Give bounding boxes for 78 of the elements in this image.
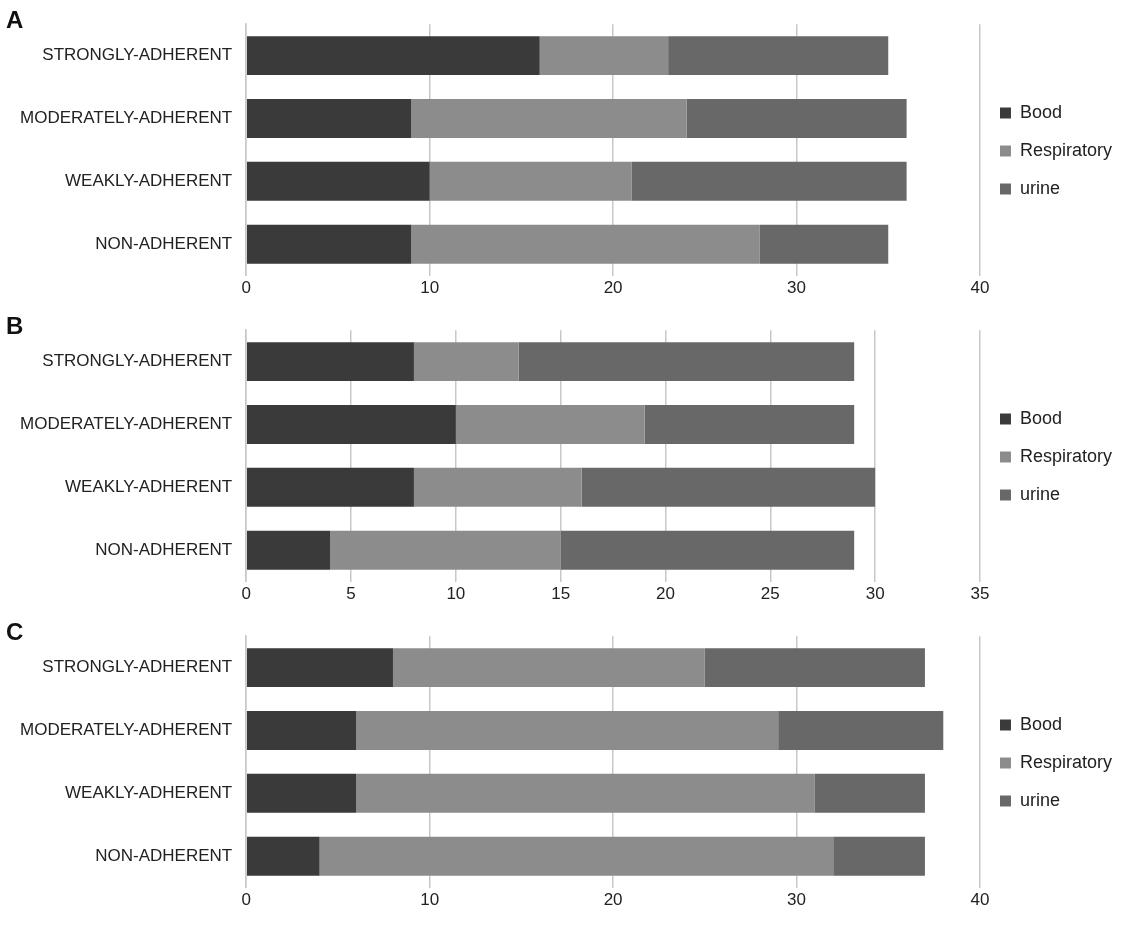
legend-label: urine xyxy=(1019,483,1060,504)
x-tick-label: 30 xyxy=(787,890,806,910)
text: B xyxy=(6,312,24,340)
legend-label: Respiratory xyxy=(1019,751,1112,772)
y-tick-label: NON-ADHERENT xyxy=(95,845,233,865)
x-tick-label: 10 xyxy=(446,584,466,604)
bar xyxy=(411,98,687,138)
bar xyxy=(246,98,412,138)
bar xyxy=(704,648,925,688)
bar xyxy=(356,710,779,750)
bar xyxy=(246,342,414,382)
x-tick-label: 0 xyxy=(241,890,251,910)
y-tick-label: MODERATELY-ADHERENT xyxy=(20,108,233,128)
x-tick-label: 40 xyxy=(970,890,990,910)
y-tick-label: WEAKLY-ADHERENT xyxy=(65,477,233,497)
x-tick-label: 15 xyxy=(551,584,571,604)
bar xyxy=(246,224,412,264)
y-tick-label: NON-ADHERENT xyxy=(95,539,233,559)
text: C xyxy=(6,618,24,646)
bar xyxy=(246,710,357,750)
bar xyxy=(631,161,907,201)
bar xyxy=(560,530,855,570)
y-tick-label: MODERATELY-ADHERENT xyxy=(20,414,233,434)
legend-label: Bood xyxy=(1019,407,1063,428)
x-tick-label: 20 xyxy=(603,278,623,298)
x-tick-label: 40 xyxy=(970,278,990,298)
bar xyxy=(392,648,705,688)
bar xyxy=(319,836,834,876)
y-tick-label: STRONGLY-ADHERENT xyxy=(42,351,233,371)
x-tick-label: 10 xyxy=(420,278,440,298)
y-tick-label: STRONGLY-ADHERENT xyxy=(42,657,233,677)
x-tick-label: 5 xyxy=(346,584,356,604)
bar xyxy=(833,836,925,876)
x-tick-label: 10 xyxy=(420,890,440,910)
bar xyxy=(455,404,645,444)
bar xyxy=(356,773,815,813)
y-tick-label: STRONGLY-ADHERENT xyxy=(42,45,233,65)
bar xyxy=(246,648,393,688)
x-tick-label: 30 xyxy=(865,584,885,604)
x-tick-label: 20 xyxy=(603,890,623,910)
bar xyxy=(429,161,632,201)
x-tick-label: 0 xyxy=(241,584,251,604)
bar xyxy=(518,342,855,382)
x-tick-label: 0 xyxy=(241,278,251,298)
bar xyxy=(686,98,907,138)
bar xyxy=(411,224,760,264)
bar xyxy=(814,773,925,813)
bar xyxy=(330,530,561,570)
x-tick-label: 30 xyxy=(787,278,806,298)
bar xyxy=(246,404,456,444)
bar xyxy=(539,36,669,76)
bar xyxy=(246,36,540,76)
legend-label: Respiratory xyxy=(1019,445,1112,466)
legend-label: urine xyxy=(1019,177,1060,198)
legend-label: Respiratory xyxy=(1019,139,1112,160)
bar xyxy=(246,161,430,201)
legend-label: Bood xyxy=(1019,713,1063,734)
y-tick-label: NON-ADHERENT xyxy=(95,233,233,253)
y-tick-label: WEAKLY-ADHERENT xyxy=(65,783,233,803)
x-tick-label: 35 xyxy=(970,584,990,604)
bar xyxy=(668,36,889,76)
bar xyxy=(413,342,519,382)
bar xyxy=(246,773,357,813)
legend-label: urine xyxy=(1019,789,1060,810)
bar xyxy=(778,710,944,750)
bar xyxy=(246,530,331,570)
bar xyxy=(246,467,414,507)
y-tick-label: WEAKLY-ADHERENT xyxy=(65,171,233,191)
bar xyxy=(581,467,876,507)
bar xyxy=(413,467,582,507)
bar xyxy=(246,836,320,876)
legend-label: Bood xyxy=(1019,101,1063,122)
bar xyxy=(759,224,889,264)
text: A xyxy=(6,6,24,34)
y-tick-label: MODERATELY-ADHERENT xyxy=(20,720,233,740)
x-tick-label: 20 xyxy=(656,584,675,604)
x-tick-label: 25 xyxy=(760,584,780,604)
bar xyxy=(644,404,855,444)
